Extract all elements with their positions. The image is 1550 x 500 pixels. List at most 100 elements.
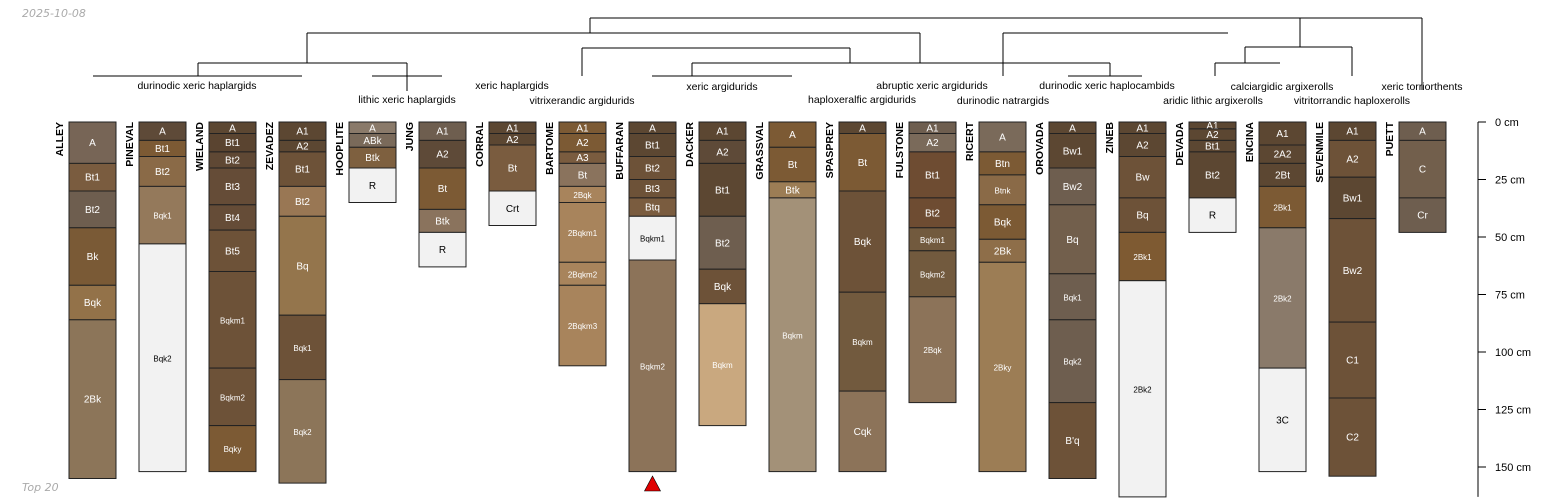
horizon-label: Bt3 <box>645 184 660 195</box>
horizon-block <box>68 319 117 479</box>
horizon-label: R <box>369 181 376 192</box>
horizon-label: Bt2 <box>225 155 240 166</box>
horizon-label: Bt1 <box>295 165 310 176</box>
horizon-label: Bqkm <box>782 331 803 340</box>
horizon-label: Bqkm1 <box>220 316 245 325</box>
horizon-label: Btk <box>435 216 450 227</box>
profile-name: ALLEY <box>54 122 66 156</box>
horizon-label: Bqk <box>994 218 1012 229</box>
profile-name: ZEVADEZ <box>264 121 276 170</box>
horizon-label: Bw1 <box>1343 193 1363 204</box>
horizon-label: A2 <box>1346 154 1359 165</box>
horizon-label: Bw2 <box>1063 182 1083 193</box>
horizon-block <box>1118 197 1167 233</box>
horizon-block <box>278 379 327 484</box>
depth-axis-label: 25 cm <box>1495 175 1525 187</box>
profile-name: DACKER <box>684 122 696 167</box>
horizon-label: A <box>1069 123 1076 134</box>
horizon-label: R <box>439 245 446 256</box>
horizon-label: A2 <box>576 138 589 149</box>
horizon-label: A2 <box>926 138 939 149</box>
profile-name: SPASPREY <box>824 122 836 178</box>
horizon-label: Bqk <box>714 282 732 293</box>
horizon-label: A1 <box>296 127 309 138</box>
horizon-label: C1 <box>1346 356 1359 367</box>
horizon-block <box>838 133 887 192</box>
horizon-block <box>68 227 117 286</box>
horizon-label: A <box>1419 127 1426 138</box>
horizon-block <box>348 167 397 203</box>
horizon-block <box>68 284 117 321</box>
horizon-label: 2Bqkm1 <box>568 229 598 238</box>
horizon-label: Btk <box>365 153 380 164</box>
horizon-label: Bt2 <box>715 238 730 249</box>
horizon-label: A <box>789 130 796 141</box>
depth-axis-label: 50 cm <box>1495 232 1525 244</box>
horizon-label: Bt1 <box>155 144 170 155</box>
profile-name: JUNG <box>404 122 416 151</box>
horizon-block <box>138 156 187 187</box>
horizon-label: Bqk1 <box>153 212 172 221</box>
horizon-label: Bqkm1 <box>920 236 945 245</box>
horizon-block <box>1048 319 1097 404</box>
horizon-label: Bt5 <box>225 246 240 257</box>
horizon-block <box>138 243 187 473</box>
profile-name: DEVADA <box>1174 122 1186 166</box>
horizon-block <box>418 231 467 268</box>
horizon-label: Bqk2 <box>153 354 172 363</box>
horizon-label: 2A2 <box>1274 150 1292 161</box>
profile-name: RICERT <box>964 121 976 161</box>
taxon-label: calciargidic argixerolls <box>1231 81 1334 93</box>
horizon-block <box>1188 197 1237 233</box>
horizon-label: A1 <box>1136 123 1149 134</box>
horizon-label: Bqkm2 <box>220 393 245 402</box>
taxon-label: xeric torriorthents <box>1381 81 1462 93</box>
horizon-label: C2 <box>1346 433 1359 444</box>
horizon-block <box>978 261 1027 473</box>
horizon-block <box>1258 185 1307 229</box>
profile-name: GRASSVAL <box>754 121 766 179</box>
horizon-label: Bk <box>87 252 100 263</box>
horizon-label: Bw1 <box>1063 146 1083 157</box>
horizon-block <box>1328 397 1377 477</box>
horizon-block <box>1398 197 1447 233</box>
horizon-block <box>768 197 817 473</box>
horizon-block <box>908 151 957 199</box>
horizon-block <box>278 185 327 217</box>
horizon-block <box>278 151 327 187</box>
horizon-label: 2Bk2 <box>1273 294 1292 303</box>
horizon-block <box>978 204 1027 240</box>
horizon-label: Bt4 <box>225 213 240 224</box>
taxon-label: durinodic xeric haplargids <box>137 80 256 92</box>
horizon-label: A2 <box>506 135 519 146</box>
horizon-label: A <box>369 123 376 134</box>
horizon-label: Bqkm <box>852 338 873 347</box>
horizon-block <box>1328 139 1377 178</box>
horizon-label: 3C <box>1276 415 1289 426</box>
profile-name: ZINEB <box>1104 122 1116 154</box>
horizon-block <box>278 215 327 316</box>
horizon-label: Bt <box>578 170 588 181</box>
horizon-label: Bt1 <box>85 173 100 184</box>
horizon-label: 2Bk1 <box>1273 204 1292 213</box>
horizon-label: A1 <box>1346 127 1359 138</box>
taxon-label: durinodic xeric haplocambids <box>1039 80 1174 92</box>
horizon-label: A1 <box>926 123 939 134</box>
horizon-block <box>628 259 677 473</box>
horizon-block <box>1328 218 1377 323</box>
footer-label: Top 20 <box>22 481 59 494</box>
horizon-block <box>698 215 747 270</box>
horizon-block <box>208 367 257 427</box>
horizon-block <box>698 303 747 427</box>
horizon-label: Btq <box>645 203 660 214</box>
horizon-label: Bqk1 <box>1063 293 1082 302</box>
horizon-block <box>488 190 537 226</box>
horizon-block <box>208 271 257 369</box>
horizon-label: A2 <box>436 150 449 161</box>
horizon-label: Bw <box>1136 173 1151 184</box>
horizon-block <box>208 229 257 273</box>
horizon-block <box>138 185 187 245</box>
truncation-marker <box>644 475 661 492</box>
profile-name: ENCINA <box>1244 122 1256 163</box>
